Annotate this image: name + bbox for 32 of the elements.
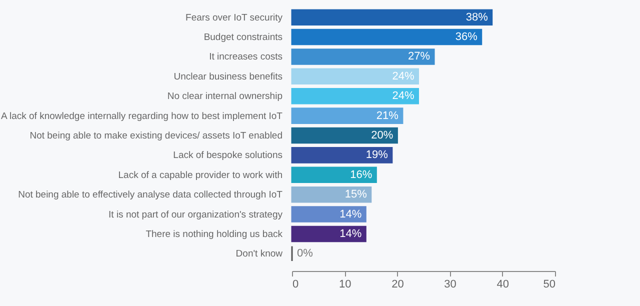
data-label: 24% — [392, 90, 414, 102]
y-tick-label: Don't know — [236, 248, 283, 260]
data-label: 14% — [340, 228, 362, 240]
y-tick-label: A lack of knowledge internally regarding how to best implement IoT — [1, 110, 283, 122]
data-label: 20% — [371, 130, 394, 142]
data-label: 14% — [340, 208, 362, 220]
x-tick-label: 0 — [292, 278, 299, 290]
x-tick-label: 20 — [392, 278, 404, 290]
x-tick-label: 50 — [543, 278, 556, 290]
y-tick-label: Unclear business benefits — [174, 71, 283, 82]
data-label: 15% — [344, 188, 368, 201]
y-tick-label: Lack of bespoke solutions — [173, 150, 283, 162]
data-label: 0% — [297, 248, 314, 260]
y-tick-label: It is not part of our organization's strategy — [108, 209, 283, 220]
y-tick-label: Not being able to effectively analyse data collected through IoT — [18, 190, 283, 201]
x-tick-label: 10 — [338, 278, 352, 290]
x-tick-label: 30 — [444, 278, 456, 290]
data-label: 16% — [350, 168, 372, 181]
data-label: 38% — [466, 11, 488, 24]
y-tick-label: There is nothing holding us back — [146, 228, 283, 240]
y-tick-label: Fears over IoT security — [186, 12, 283, 24]
x-tick-label: 40 — [496, 278, 510, 290]
data-label: 21% — [376, 110, 399, 122]
data-label: 19% — [366, 149, 388, 162]
data-label: 27% — [408, 50, 430, 63]
y-tick-label: Lack of a capable provider to work with — [118, 170, 282, 181]
y-tick-label: It increases costs — [209, 52, 283, 63]
y-tick-label: No clear internal ownership — [167, 91, 282, 102]
y-tick-label: Not being able to make existing devices/ assets IoT enabled — [30, 130, 282, 142]
data-label: 36% — [455, 31, 478, 44]
y-tick-label: Budget constraints — [204, 32, 283, 44]
data-label: 24% — [392, 70, 414, 82]
